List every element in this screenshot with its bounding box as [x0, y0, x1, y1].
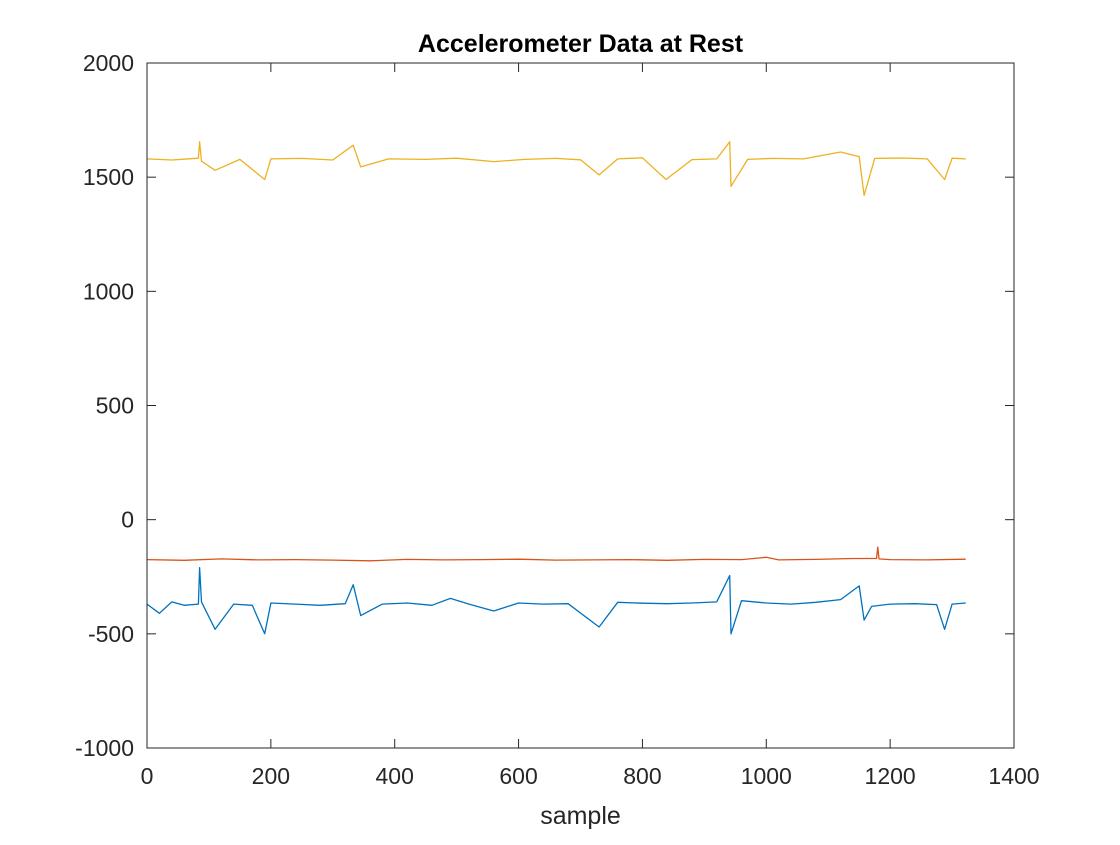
x-tick-label: 1200	[865, 763, 916, 789]
x-tick-label: 200	[252, 763, 290, 789]
x-tick-label: 600	[499, 763, 537, 789]
x-tick-label: 800	[623, 763, 661, 789]
x-tick-label: 1000	[741, 763, 792, 789]
series-layer	[146, 141, 966, 635]
y-tick-label: 2000	[83, 50, 134, 76]
y-tick-label: 1500	[83, 164, 134, 190]
plot-area	[147, 63, 1014, 748]
y-tick-label: -1000	[75, 735, 134, 761]
chart-title: Accelerometer Data at Rest	[418, 30, 744, 58]
ticks-layer: 0 200 400 600 800 1000 1200 1400 -1000 -500 0 500 10…	[75, 50, 1039, 789]
x-tick-label: 0	[141, 763, 154, 789]
series-line-1	[146, 566, 966, 635]
x-axis-label: sample	[540, 802, 621, 830]
series-line-2	[146, 546, 966, 562]
series-line-3	[146, 141, 966, 197]
y-tick-label: 500	[96, 393, 134, 419]
y-tick-label: 1000	[83, 278, 134, 304]
x-tick-label: 400	[376, 763, 414, 789]
x-tick-label: 1400	[988, 763, 1039, 789]
y-tick-label: 0	[121, 507, 134, 533]
y-tick-label: -500	[88, 621, 134, 647]
